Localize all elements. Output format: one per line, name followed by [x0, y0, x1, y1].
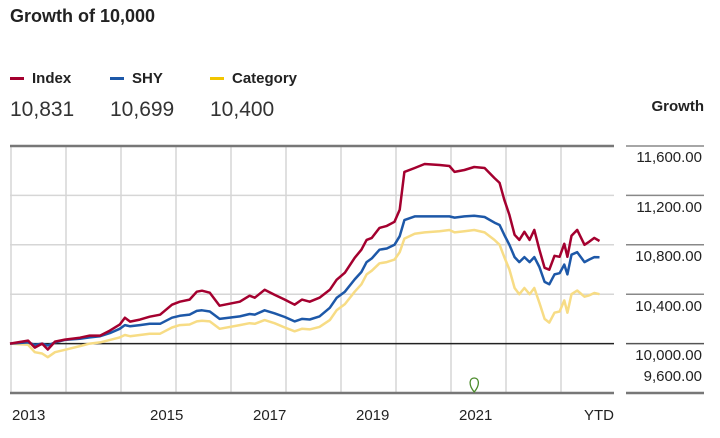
series-line-index	[9, 162, 601, 351]
series-line-category	[9, 228, 600, 359]
y-tick-label: 10,800.00	[635, 248, 702, 265]
y-tick-label: 9,600.00	[643, 368, 702, 385]
legend-label: Category	[232, 70, 298, 87]
legend-value-index: 10,831	[10, 98, 75, 121]
x-tick-label: 2017	[253, 407, 287, 424]
y-tick-label: 11,200.00	[636, 199, 702, 216]
legend-value-shy: 10,699	[110, 98, 175, 121]
x-tick-label: 2015	[150, 407, 184, 424]
pin-icon	[469, 377, 480, 393]
legend-label: SHY	[132, 70, 163, 87]
y-tick-label: 10,400.00	[635, 298, 702, 315]
y-tick-label: 10,000.00	[635, 347, 702, 364]
x-tick-label: YTD	[584, 407, 614, 424]
legend-item-shy: SHY	[110, 70, 163, 87]
y-axis-title: Growth	[651, 98, 705, 115]
chart-title: Growth of 10,000	[10, 6, 156, 26]
legend-item-category: Category	[210, 70, 297, 87]
x-tick-label: 2019	[356, 407, 390, 424]
y-tick-label: 11,600.00	[636, 149, 702, 166]
x-tick-label: 2021	[459, 407, 493, 424]
x-tick-label: 2013	[12, 407, 46, 424]
legend-label: Index	[32, 70, 72, 87]
legend-item-index: Index	[10, 70, 71, 87]
legend-swatch-category	[210, 77, 224, 80]
legend-value-category: 10,400	[210, 98, 275, 121]
legend-swatch-shy	[110, 77, 124, 80]
series-line-shy	[9, 214, 600, 347]
legend-swatch-index	[10, 77, 24, 80]
